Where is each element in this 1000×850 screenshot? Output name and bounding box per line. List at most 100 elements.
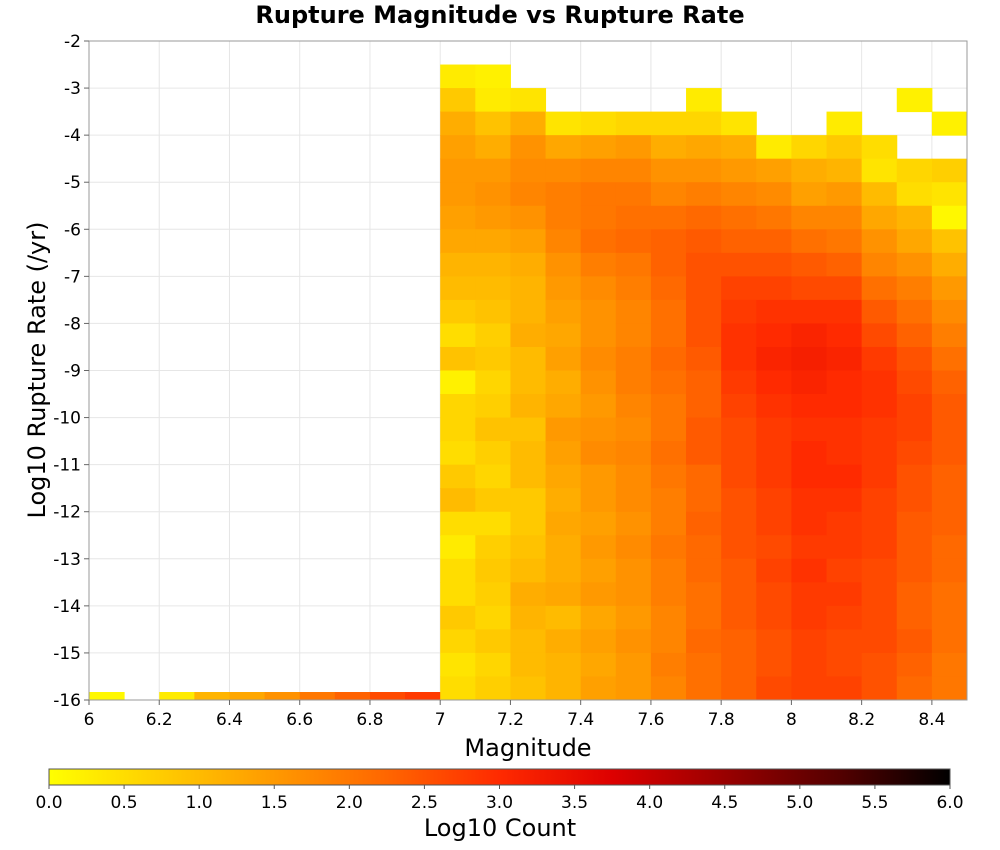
heatmap-cell	[896, 323, 933, 348]
heatmap-cell	[686, 135, 722, 160]
heatmap-cell	[826, 652, 863, 677]
x-tick-label: 8.4	[918, 710, 945, 730]
heatmap-cell	[650, 582, 687, 607]
heatmap-cell	[545, 441, 582, 466]
heatmap-cell	[510, 511, 547, 536]
heatmap-cell	[545, 299, 582, 324]
heatmap-cell	[931, 229, 968, 254]
heatmap-cell	[686, 558, 722, 583]
heatmap-cell	[791, 464, 828, 489]
heatmap-cell	[475, 394, 511, 419]
x-axis-label: Magnitude	[464, 734, 591, 762]
x-tick-label: 7.4	[567, 710, 594, 730]
heatmap-cell	[615, 629, 652, 654]
heatmap-cell	[580, 535, 617, 560]
heatmap-cell	[791, 370, 828, 395]
heatmap-cell	[756, 488, 792, 513]
heatmap-cell	[475, 64, 511, 89]
heatmap-cell	[896, 276, 933, 301]
heatmap-cell	[475, 535, 511, 560]
heatmap-cell	[510, 370, 547, 395]
heatmap-cell	[896, 464, 933, 489]
heatmap-cell	[615, 370, 652, 395]
heatmap-cell	[159, 692, 195, 700]
heatmap-cell	[756, 182, 792, 207]
heatmap-cell	[861, 205, 898, 230]
heatmap-cell	[686, 370, 722, 395]
heatmap-cell	[686, 605, 722, 630]
heatmap-cell	[896, 488, 933, 513]
heatmap-cell	[826, 511, 863, 536]
heatmap-cell	[896, 229, 933, 254]
heatmap-cell	[686, 276, 722, 301]
heatmap-cell	[931, 111, 968, 136]
colorbar-ticks: 0.0 0.5 1.0 1.5 2.0 2.5 3.0 3.5 4.0 4.5 5.0 5.5 6.0	[35, 785, 964, 813]
heatmap-cell	[756, 370, 792, 395]
heatmap-cell	[756, 464, 792, 489]
heatmap-cell	[545, 676, 582, 701]
y-axis-ticks: -2 -3 -4 -5 -6 -7 -8 -9 -10 -11 -12 -13 -14 -15 -16	[53, 32, 89, 711]
heatmap-cell	[686, 182, 722, 207]
heatmap-cell	[791, 158, 828, 183]
heatmap-cell	[721, 276, 757, 301]
heatmap-cell	[826, 558, 863, 583]
heatmap-cell	[826, 535, 863, 560]
heatmap-cell	[756, 323, 792, 348]
heatmap-cell	[229, 692, 266, 700]
heatmap-cell	[861, 511, 898, 536]
heatmap-cell	[756, 629, 792, 654]
heatmap-cell	[510, 111, 547, 136]
heatmap-cell	[580, 182, 617, 207]
heatmap-cell	[545, 394, 582, 419]
y-tick-label: -15	[53, 644, 81, 664]
heatmap-cell	[931, 205, 968, 230]
heatmap-cell	[721, 652, 757, 677]
heatmap-cell	[686, 441, 722, 466]
heatmap-cell	[686, 346, 722, 371]
heatmap-cell	[650, 370, 687, 395]
heatmap-cell	[545, 252, 582, 277]
heatmap-cell	[791, 558, 828, 583]
heatmap-cell	[826, 299, 863, 324]
heatmap-cell	[264, 692, 301, 700]
heatmap-cell	[931, 276, 968, 301]
heatmap-cell	[580, 676, 617, 701]
heatmap-cell	[721, 299, 757, 324]
y-tick-label: -8	[64, 314, 81, 334]
heatmap-cell	[896, 417, 933, 442]
heatmap-cell	[440, 182, 476, 207]
heatmap-cell	[826, 135, 863, 160]
heatmap-cell	[440, 558, 476, 583]
x-tick-label: 6.4	[216, 710, 243, 730]
heatmap-cell	[721, 182, 757, 207]
heatmap-cell	[931, 323, 968, 348]
heatmap-cell	[510, 417, 547, 442]
heatmap-cell	[896, 605, 933, 630]
heatmap-cell	[896, 535, 933, 560]
heatmap-cell	[650, 652, 687, 677]
heatmap-cell	[650, 346, 687, 371]
heatmap-cell	[756, 582, 792, 607]
heatmap-cell	[861, 370, 898, 395]
heatmap-cell	[545, 488, 582, 513]
heatmap-cell	[896, 629, 933, 654]
heatmap-cell	[580, 370, 617, 395]
heatmap-cell	[931, 182, 968, 207]
heatmap-cell	[686, 323, 722, 348]
heatmap-cell	[861, 182, 898, 207]
heatmap-cell	[510, 652, 547, 677]
heatmap-cell	[510, 346, 547, 371]
heatmap-cell	[510, 605, 547, 630]
heatmap-cell	[721, 205, 757, 230]
y-tick-label: -3	[64, 79, 81, 99]
heatmap-cell	[791, 441, 828, 466]
heatmap-cell	[405, 692, 441, 700]
heatmap-cell	[791, 652, 828, 677]
heatmap-cell	[686, 629, 722, 654]
x-tick-label: 8	[786, 710, 797, 730]
heatmap-cell	[510, 441, 547, 466]
heatmap-cell	[721, 158, 757, 183]
heatmap-cell	[440, 535, 476, 560]
heatmap-cell	[931, 346, 968, 371]
heatmap-cell	[510, 676, 547, 701]
